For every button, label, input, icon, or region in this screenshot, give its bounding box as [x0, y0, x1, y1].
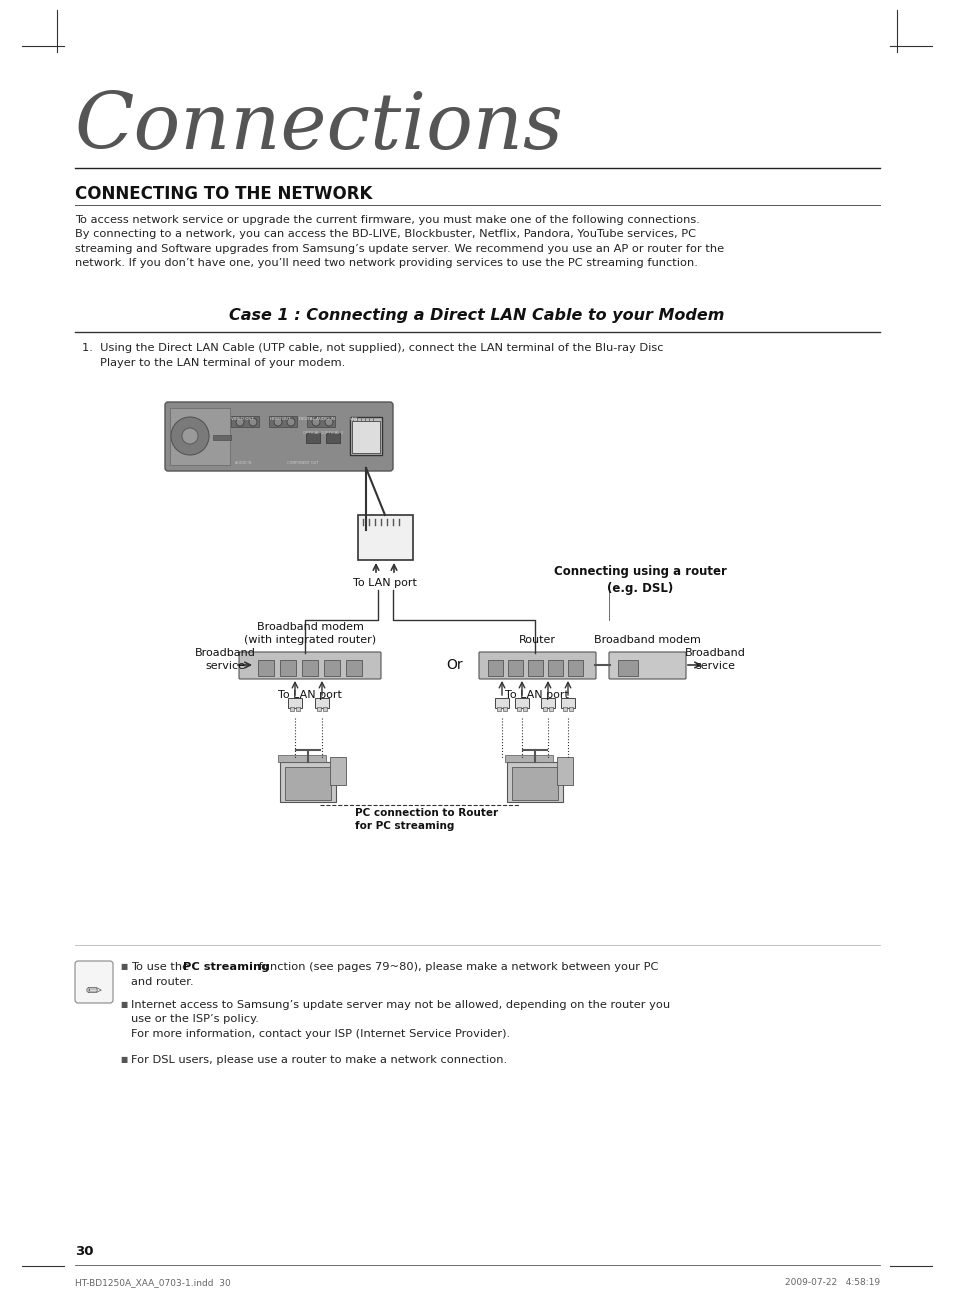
Text: VIDEO OUT: VIDEO OUT	[232, 417, 254, 421]
Bar	[547, 660, 562, 676]
Text: To use the: To use the	[131, 962, 193, 972]
Text: DIGITAL AUDIO IN: DIGITAL AUDIO IN	[298, 417, 335, 421]
Text: Broadband
service: Broadband service	[684, 648, 744, 672]
Bar	[515, 698, 529, 708]
Bar	[488, 660, 502, 676]
Bar	[280, 762, 335, 802]
FancyBboxPatch shape	[608, 652, 685, 680]
Text: CONNECTING TO THE NETWORK: CONNECTING TO THE NETWORK	[75, 185, 372, 203]
Bar	[326, 433, 339, 443]
Text: Router: Router	[518, 635, 555, 646]
Bar	[346, 660, 361, 676]
Text: OPTICAL 1: OPTICAL 1	[302, 432, 323, 436]
Bar	[502, 707, 506, 711]
Text: ■: ■	[120, 1055, 127, 1064]
Bar	[330, 757, 346, 785]
Text: ■: ■	[120, 1000, 127, 1009]
Bar	[285, 768, 331, 800]
Bar	[290, 707, 294, 711]
Bar	[306, 433, 319, 443]
Text: OPTICAL 2: OPTICAL 2	[322, 432, 343, 436]
Text: To LAN port: To LAN port	[504, 690, 568, 701]
Text: To LAN port: To LAN port	[277, 690, 341, 701]
Text: Broadband
service: Broadband service	[194, 648, 255, 672]
Text: Internet access to Samsung’s update server may not be allowed, depending on the : Internet access to Samsung’s update serv…	[131, 1000, 669, 1039]
Text: Connecting using a router
(e.g. DSL): Connecting using a router (e.g. DSL)	[553, 565, 725, 596]
Text: Broadband modem: Broadband modem	[593, 635, 700, 646]
Text: AUDIO IN: AUDIO IN	[234, 461, 251, 464]
Bar	[548, 707, 553, 711]
Bar	[618, 660, 638, 676]
Text: and router.: and router.	[131, 977, 193, 987]
Text: Broadband modem
(with integrated router): Broadband modem (with integrated router)	[244, 622, 375, 646]
Text: LAN: LAN	[350, 417, 357, 421]
FancyBboxPatch shape	[165, 401, 393, 471]
Circle shape	[171, 417, 209, 455]
FancyBboxPatch shape	[75, 960, 112, 1002]
Bar	[507, 660, 522, 676]
Text: Player to the LAN terminal of your modem.: Player to the LAN terminal of your modem…	[100, 358, 345, 367]
FancyBboxPatch shape	[478, 652, 596, 680]
Bar	[352, 421, 379, 453]
Bar	[213, 436, 231, 440]
Bar	[307, 416, 335, 426]
Bar	[560, 698, 575, 708]
Bar	[495, 698, 509, 708]
Text: To access network service or upgrade the current firmware, you must make one of : To access network service or upgrade the…	[75, 215, 723, 268]
Bar	[504, 754, 553, 762]
Text: PC connection to Router
for PC streaming: PC connection to Router for PC streaming	[355, 808, 497, 832]
Text: ✏: ✏	[86, 981, 102, 1001]
Bar	[527, 660, 542, 676]
FancyBboxPatch shape	[239, 652, 380, 680]
Bar	[288, 698, 302, 708]
Text: 1.  Using the Direct LAN Cable (UTP cable, not supplied), connect the LAN termin: 1. Using the Direct LAN Cable (UTP cable…	[82, 342, 662, 353]
Bar	[277, 754, 326, 762]
Bar	[540, 698, 555, 708]
Text: ■: ■	[120, 962, 127, 971]
Text: Connections: Connections	[75, 89, 563, 165]
Circle shape	[249, 419, 256, 426]
Bar	[512, 768, 558, 800]
Circle shape	[312, 419, 319, 426]
Bar	[314, 698, 329, 708]
Text: COMPONENT OUT: COMPONENT OUT	[287, 461, 318, 464]
Text: 30: 30	[75, 1245, 93, 1258]
Bar	[323, 707, 327, 711]
Circle shape	[182, 428, 198, 443]
Bar	[350, 417, 381, 455]
Bar	[562, 707, 566, 711]
Bar	[517, 707, 520, 711]
Bar	[567, 660, 582, 676]
Circle shape	[325, 419, 333, 426]
Text: To LAN port: To LAN port	[353, 579, 416, 588]
Bar	[324, 660, 339, 676]
Bar	[557, 757, 573, 785]
Circle shape	[287, 419, 294, 426]
Bar	[357, 516, 413, 560]
Bar	[269, 416, 296, 426]
Bar	[522, 707, 526, 711]
Text: PC streaming: PC streaming	[183, 962, 269, 972]
Bar	[295, 707, 299, 711]
Bar	[542, 707, 546, 711]
Text: 2009-07-22   4:58:19: 2009-07-22 4:58:19	[784, 1278, 879, 1287]
Text: Case 1 : Connecting a Direct LAN Cable to your Modem: Case 1 : Connecting a Direct LAN Cable t…	[229, 308, 724, 323]
Text: For DSL users, please use a router to make a network connection.: For DSL users, please use a router to ma…	[131, 1055, 507, 1065]
Text: Or: Or	[446, 659, 463, 672]
Bar	[280, 660, 295, 676]
Bar	[316, 707, 320, 711]
Bar	[497, 707, 500, 711]
Text: HT-BD1250A_XAA_0703-1.indd  30: HT-BD1250A_XAA_0703-1.indd 30	[75, 1278, 231, 1287]
Text: HDMI OUT: HDMI OUT	[270, 417, 290, 421]
Bar	[231, 416, 258, 426]
Circle shape	[274, 419, 282, 426]
Circle shape	[235, 419, 244, 426]
Bar	[257, 660, 274, 676]
Bar	[568, 707, 573, 711]
Text: function (see pages 79~80), please make a network between your PC: function (see pages 79~80), please make …	[254, 962, 658, 972]
Bar	[170, 408, 230, 464]
Bar	[506, 762, 562, 802]
Bar	[302, 660, 317, 676]
